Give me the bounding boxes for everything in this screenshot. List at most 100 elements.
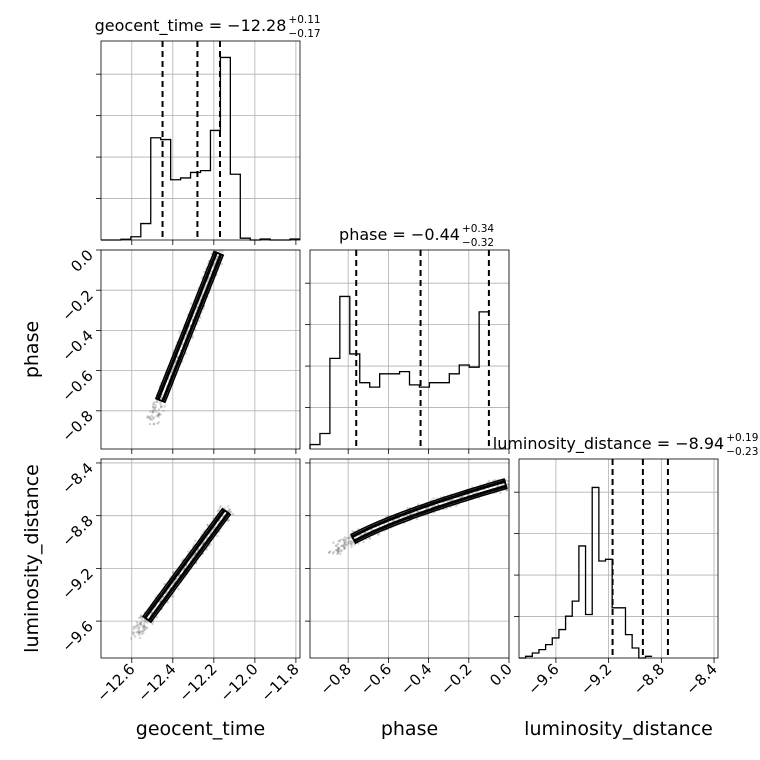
sample-point [506, 483, 509, 486]
sample-point [369, 528, 373, 532]
y-tick-label: −0.8 [58, 407, 96, 445]
sample-point [173, 361, 177, 364]
sample-point [460, 495, 463, 498]
sample-point [328, 551, 331, 554]
density-contour-2 [351, 481, 507, 542]
y-tick-label: −8.8 [58, 512, 96, 550]
sample-point [157, 413, 161, 416]
density-contour-2 [144, 509, 229, 622]
panel-frame [100, 458, 301, 659]
sample-point [500, 483, 503, 487]
sample-point [343, 546, 347, 550]
sample-point [350, 541, 354, 544]
sample-point [159, 405, 163, 408]
sample-point [343, 541, 346, 545]
sample-point [345, 543, 348, 546]
sample-point [406, 506, 409, 510]
sample-point [219, 505, 222, 508]
sample-point [344, 538, 347, 541]
sample-point [148, 422, 152, 426]
sample-point [171, 571, 175, 574]
sample-point [336, 549, 339, 553]
sample-point [362, 540, 365, 544]
sample-point [332, 550, 336, 554]
diag-panel-phase: phase = −0.44 +0.34 −0.32 [305, 223, 510, 450]
sample-point [156, 413, 160, 417]
sample-point [129, 637, 133, 640]
sample-point [172, 595, 175, 598]
histogram-phase [309, 295, 490, 449]
sample-point [337, 548, 340, 552]
sample-point [138, 630, 142, 634]
sample-point [134, 626, 138, 629]
sample-point [190, 557, 193, 560]
sample-point [163, 583, 166, 586]
sample-point [378, 525, 381, 528]
sample-point [146, 415, 149, 418]
y-tick-label: −8.4 [58, 459, 96, 497]
x-tick-label: −8.8 [630, 660, 668, 698]
x-tick-label: −12.0 [216, 660, 261, 705]
sample-point [140, 624, 143, 627]
sample-point [152, 422, 155, 425]
sample-point [151, 406, 155, 409]
sample-point [137, 633, 141, 636]
y-tick-label: −0.6 [58, 367, 96, 405]
sample-point [143, 628, 146, 632]
sample-point [142, 631, 145, 634]
sample-point [216, 255, 219, 258]
sample-point [336, 547, 340, 550]
sample-point [160, 405, 163, 408]
sample-point [377, 533, 380, 536]
sample-point [339, 538, 342, 541]
sample-point [166, 601, 169, 604]
sample-point [506, 479, 509, 483]
sample-point [336, 551, 340, 554]
panel-phase-vs-luminosity_distance [309, 458, 515, 659]
sample-point [343, 542, 346, 546]
sample-point [140, 632, 144, 636]
x-tick-label: −0.8 [317, 660, 355, 698]
sample-point [146, 416, 149, 419]
sample-point [337, 546, 340, 549]
sample-point [157, 415, 160, 419]
sample-point [155, 399, 159, 403]
sample-point [157, 408, 161, 411]
sample-point [338, 546, 341, 550]
sample-point [229, 510, 233, 514]
sample-point [449, 499, 452, 502]
sample-point [155, 414, 158, 418]
sample-point [143, 619, 146, 623]
sample-point [150, 418, 154, 421]
sample-point [505, 489, 508, 492]
sample-point [143, 625, 146, 629]
sample-point [341, 538, 345, 541]
sample-point [159, 406, 163, 409]
sample-point [351, 529, 354, 533]
panel-content [146, 250, 225, 426]
panel-content [327, 476, 515, 556]
density-contour-0 [154, 250, 225, 404]
sample-point [136, 624, 139, 627]
sample-point [153, 408, 157, 412]
sample-point [152, 423, 156, 426]
y-axis-label-luminosity_distance: luminosity_distance [21, 464, 43, 653]
density-contour-1 [156, 251, 223, 403]
sample-point [218, 506, 222, 509]
sample-point [147, 415, 151, 419]
sample-point [152, 406, 155, 409]
sample-point [141, 618, 144, 621]
sample-point [338, 552, 342, 556]
title-lower-error: −0.23 [726, 446, 758, 458]
sample-point [138, 622, 141, 625]
sample-point [133, 635, 137, 638]
sample-point [220, 262, 224, 266]
panel-content [129, 505, 235, 640]
sample-point [143, 622, 146, 625]
sample-point [513, 479, 515, 481]
sample-point [364, 531, 367, 534]
sample-point [349, 541, 352, 544]
x-axis-label-geocent_time: geocent_time [136, 718, 265, 740]
sample-point [158, 400, 162, 404]
x-tick-label: −0.4 [397, 660, 435, 698]
